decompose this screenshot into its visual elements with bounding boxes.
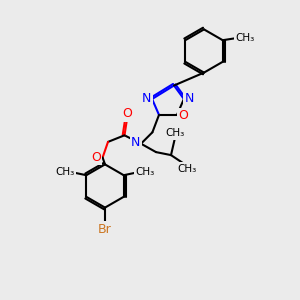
- Text: O: O: [91, 151, 101, 164]
- Text: CH₃: CH₃: [165, 128, 184, 139]
- Text: N: N: [131, 136, 141, 149]
- Text: CH₃: CH₃: [178, 164, 197, 174]
- Text: O: O: [179, 109, 188, 122]
- Text: N: N: [184, 92, 194, 106]
- Text: CH₃: CH₃: [136, 167, 155, 177]
- Text: O: O: [123, 107, 132, 120]
- Text: N: N: [142, 92, 152, 106]
- Text: Br: Br: [98, 223, 112, 236]
- Text: CH₃: CH₃: [235, 33, 254, 43]
- Text: CH₃: CH₃: [55, 167, 74, 177]
